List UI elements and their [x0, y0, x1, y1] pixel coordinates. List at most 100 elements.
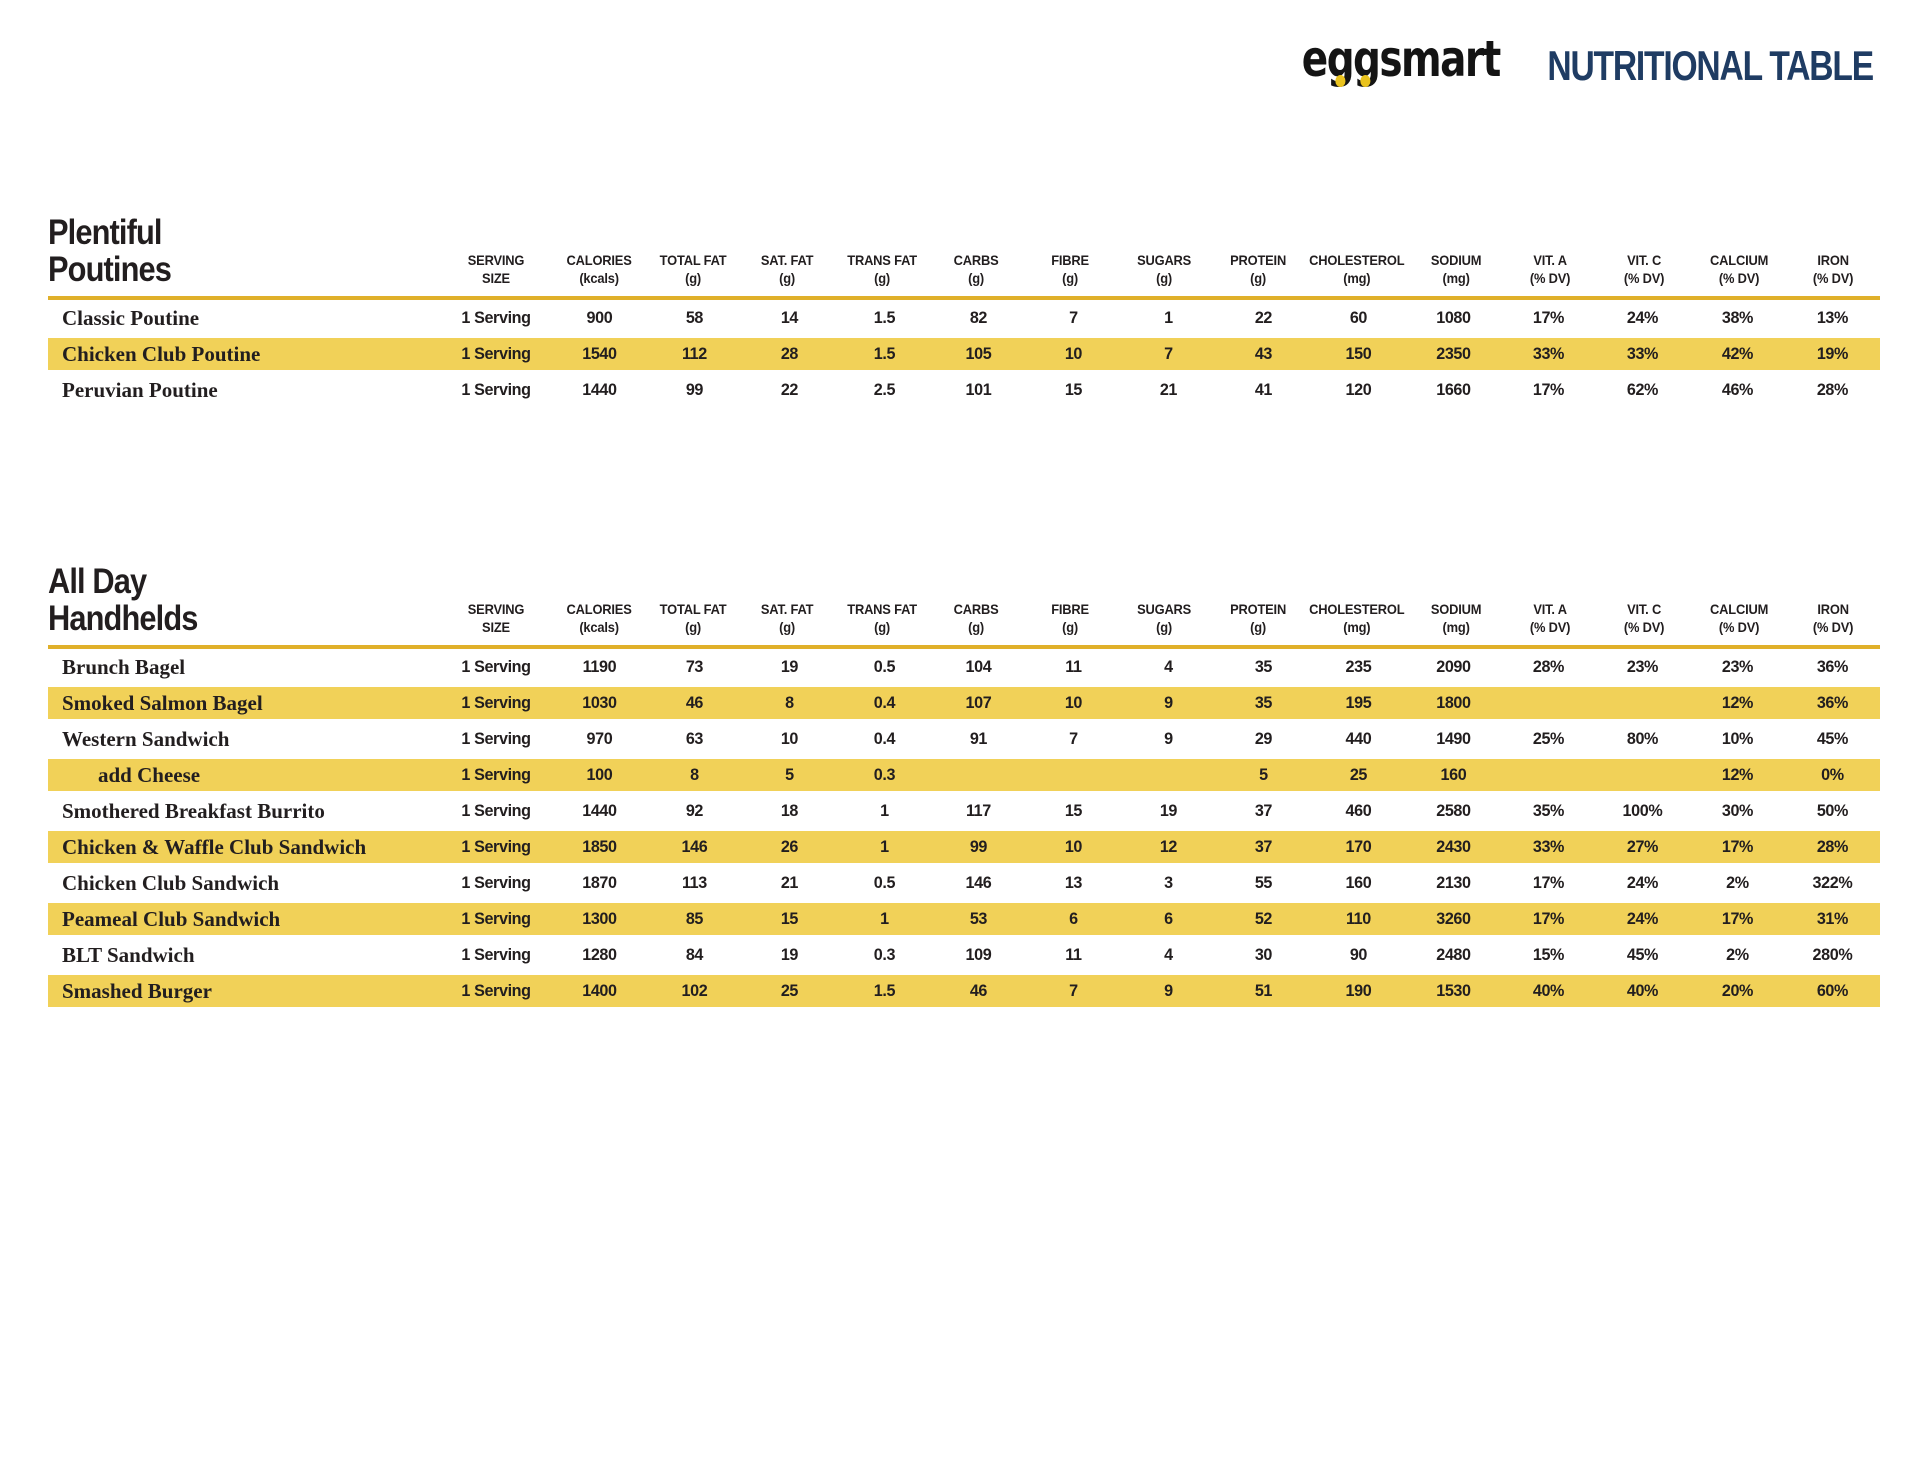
item-name: Smashed Burger	[62, 979, 212, 1003]
cell-value: 17%	[1532, 380, 1564, 399]
cell-value: 1530	[1435, 981, 1471, 1000]
cell-value: 3260	[1435, 909, 1471, 928]
table-row: Chicken & Waffle Club Sandwich 1 Serving 1…	[48, 829, 1880, 865]
cell-value: 12%	[1722, 765, 1754, 784]
cell-value: 43	[1254, 344, 1273, 363]
cell-value: 1660	[1435, 380, 1471, 399]
table-row: Classic Poutine 1 Serving 900 58 14 1.5 82 7 1 22…	[48, 300, 1880, 336]
cell-value: 7	[1164, 344, 1173, 363]
item-name: Smoked Salmon Bagel	[62, 691, 263, 715]
table-row: Smashed Burger 1 Serving 1400 102 25 1.5 46 7 9 5…	[48, 973, 1880, 1009]
cell-value: 104	[965, 657, 992, 676]
cell-value: 2%	[1726, 873, 1749, 892]
cell-value: 29	[1254, 729, 1273, 748]
cell-value: 102	[681, 981, 708, 1000]
section-title-line2: Handhelds	[48, 598, 198, 638]
cell-value: 46	[970, 981, 988, 1000]
cell-value: 0.3	[873, 765, 895, 784]
column-header: SAT. FAT (g)	[761, 251, 814, 286]
item-name: Chicken Club Sandwich	[62, 871, 280, 895]
cell-value: 63	[685, 729, 704, 748]
cell-value: 0.4	[873, 729, 895, 748]
cell-value: 9	[1164, 729, 1173, 748]
cell-value: 38%	[1722, 308, 1754, 327]
cell-value: 42%	[1722, 344, 1754, 363]
cell-value: 1 Serving	[461, 308, 531, 327]
cell-value: 7	[1069, 981, 1079, 1000]
cell-value: 460	[1345, 801, 1372, 820]
cell-value: 2580	[1435, 801, 1471, 820]
cell-value: 84	[685, 945, 704, 964]
cell-value: 2090	[1435, 657, 1471, 676]
cell-value: 17%	[1532, 308, 1564, 327]
item-name: Western Sandwich	[62, 727, 230, 751]
page-title: NUTRITIONAL TABLE	[1547, 42, 1874, 89]
cell-value: 27%	[1627, 837, 1659, 856]
item-name: Peruvian Poutine	[62, 378, 218, 402]
cell-value: 1 Serving	[461, 344, 531, 363]
section-title-line1: Plentiful	[48, 213, 162, 253]
cell-value: 36%	[1816, 657, 1849, 676]
cell-value: 1	[1164, 308, 1173, 327]
cell-value: 8	[784, 693, 794, 712]
cell-value: 53	[970, 909, 988, 928]
cell-value: 15	[780, 909, 799, 928]
column-header: SODIUM (mg)	[1430, 251, 1482, 286]
cell-value: 23%	[1627, 657, 1659, 676]
cell-value: 15%	[1532, 945, 1564, 964]
cell-value: 5	[1259, 765, 1268, 784]
table-body: Brunch Bagel 1 Serving 1190 73 19 0.5 104 11 4 35…	[48, 649, 1880, 1009]
cell-value: 13%	[1816, 308, 1849, 327]
egg-yolk-icon	[1360, 75, 1371, 87]
cell-value: 92	[685, 801, 704, 820]
table-row: Peameal Club Sandwich 1 Serving 1300 85 15 1 5…	[48, 901, 1880, 937]
cell-value: 146	[965, 873, 992, 892]
column-header: VIT. C (% DV)	[1624, 251, 1665, 286]
column-header: SODIUM (mg)	[1430, 600, 1482, 635]
cell-value: 11	[1065, 657, 1083, 676]
cell-value: 10%	[1722, 729, 1754, 748]
column-header: IRON (% DV)	[1812, 600, 1854, 635]
cell-value: 170	[1345, 837, 1372, 856]
cell-value: 22	[1254, 308, 1273, 327]
cell-value: 17%	[1722, 909, 1754, 928]
item-name: Chicken Club Poutine	[62, 342, 261, 366]
cell-value: 30%	[1722, 801, 1754, 820]
column-header: CHOLESTEROL (mg)	[1309, 600, 1405, 635]
cell-value: 31%	[1816, 909, 1849, 928]
cell-value	[1598, 685, 1688, 721]
column-header: TOTAL FAT (g)	[659, 600, 727, 635]
cell-value: 36%	[1816, 693, 1849, 712]
column-header: VIT. A (% DV)	[1530, 600, 1571, 635]
header-row: Plentiful Poutines SERVING SIZE CALORIES (k…	[48, 196, 1880, 296]
cell-value: 1280	[582, 945, 617, 964]
table-row: Peruvian Poutine 1 Serving 1440 99 22 2.5 101 1…	[48, 372, 1880, 408]
cell-value: 0.3	[873, 945, 895, 964]
cell-value: 25	[1349, 765, 1368, 784]
cell-value: 25	[780, 981, 799, 1000]
table-row: Chicken Club Poutine 1 Serving 1540 112 28 1.…	[48, 336, 1880, 372]
cell-value: 55	[1254, 873, 1273, 892]
column-header: CARBS (g)	[953, 251, 999, 286]
cell-value: 1400	[582, 981, 617, 1000]
cell-value: 14	[780, 308, 799, 327]
cell-value: 18	[780, 801, 799, 820]
cell-value: 40%	[1532, 981, 1564, 1000]
cell-value: 20%	[1722, 981, 1754, 1000]
cell-value: 101	[965, 380, 992, 399]
cell-value: 1440	[582, 380, 617, 399]
cell-value: 45%	[1816, 729, 1849, 748]
cell-value: 21	[1159, 380, 1178, 399]
cell-value: 50%	[1816, 801, 1849, 820]
cell-value: 12%	[1722, 693, 1754, 712]
cell-value: 40%	[1627, 981, 1659, 1000]
cell-value	[1124, 757, 1214, 793]
cell-value: 24%	[1627, 308, 1659, 327]
cell-value: 6	[1164, 909, 1173, 928]
cell-value: 195	[1345, 693, 1372, 712]
cell-value: 85	[685, 909, 704, 928]
item-name: BLT Sandwich	[62, 943, 195, 967]
section-all-day-handhelds: All Day Handhelds SERVING SIZE CALORIES (kc…	[48, 545, 1880, 1009]
cell-value: 30	[1254, 945, 1273, 964]
cell-value: 120	[1345, 380, 1372, 399]
